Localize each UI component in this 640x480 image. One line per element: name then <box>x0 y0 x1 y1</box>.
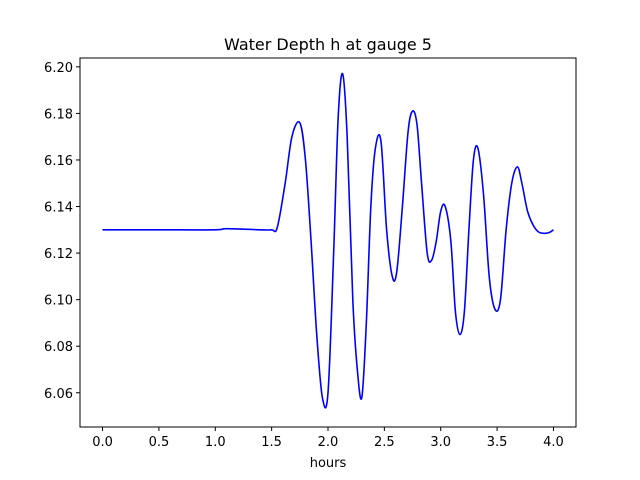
plot-area <box>102 72 554 409</box>
y-tick-label: 6.06 <box>44 387 73 402</box>
x-tick-label: 3.0 <box>430 435 451 450</box>
x-tick-label: 1.5 <box>261 435 282 450</box>
x-tick-label: 0.0 <box>92 435 113 450</box>
y-axis: 6.06 6.08 6.10 6.12 6.14 6.16 6.18 6.20 <box>44 61 80 402</box>
y-tick-label: 6.14 <box>44 201 73 216</box>
x-tick-label: 1.0 <box>205 435 226 450</box>
x-tick-label: 3.5 <box>487 435 508 450</box>
x-tick-label: 2.0 <box>318 435 339 450</box>
x-tick-label: 4.0 <box>543 435 564 450</box>
x-tick-label: 2.5 <box>374 435 395 450</box>
y-tick-label: 6.08 <box>44 340 73 355</box>
y-tick-label: 6.20 <box>44 61 73 76</box>
y-tick-label: 6.10 <box>44 294 73 309</box>
y-tick-label: 6.18 <box>44 107 73 122</box>
x-tick-label: 0.5 <box>149 435 170 450</box>
y-tick-label: 6.16 <box>44 154 73 169</box>
x-axis-label: hours <box>310 456 347 471</box>
x-axis: 0.0 0.5 1.0 1.5 2.0 2.5 3.0 3.5 4.0 <box>92 427 564 450</box>
series-line-0 <box>102 72 554 409</box>
y-tick-label: 6.12 <box>44 247 73 262</box>
chart-title: Water Depth h at gauge 5 <box>224 35 432 54</box>
